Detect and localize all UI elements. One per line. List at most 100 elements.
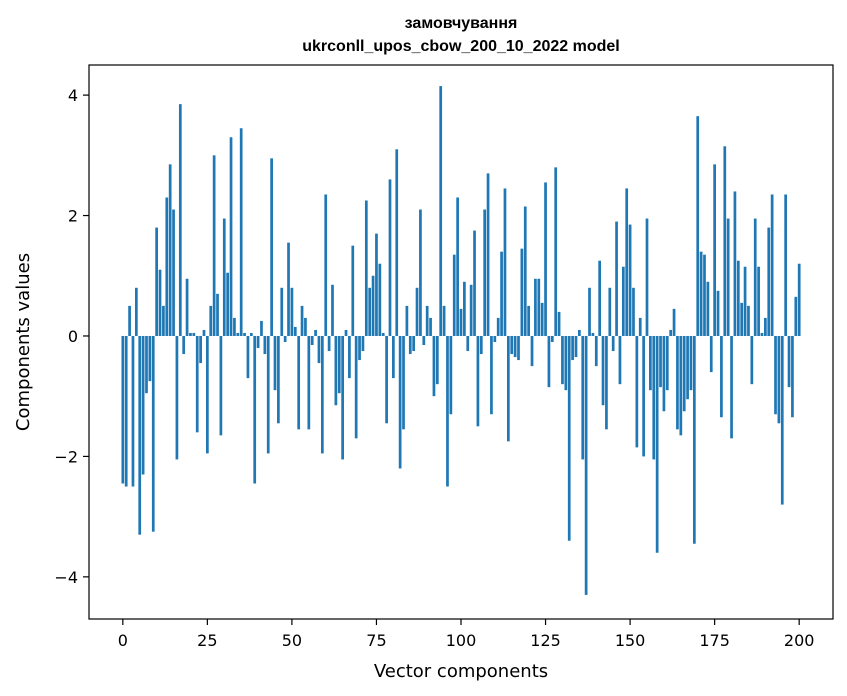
bar-26 — [209, 305, 213, 336]
bar-74 — [371, 275, 375, 336]
bar-110 — [493, 335, 497, 342]
bar-36 — [243, 332, 246, 336]
bar-124 — [540, 302, 544, 336]
bar-10 — [155, 227, 158, 336]
bar-147 — [618, 335, 622, 385]
bar-72 — [364, 200, 368, 336]
bar-131 — [564, 335, 568, 391]
bar-116 — [513, 335, 517, 358]
bar-101 — [463, 281, 466, 336]
bar-58 — [317, 335, 321, 364]
bar-95 — [442, 305, 446, 336]
bars-layer — [121, 86, 801, 595]
bar-11 — [158, 269, 162, 336]
bar-102 — [466, 335, 470, 352]
bar-43 — [266, 335, 270, 454]
bar-151 — [632, 287, 635, 336]
bar-181 — [733, 191, 737, 336]
x-tick-label-2: 50 — [282, 631, 302, 650]
x-tick-label-3: 75 — [366, 631, 386, 650]
bar-62 — [331, 284, 334, 336]
bar-121 — [530, 335, 534, 367]
bar-83 — [402, 335, 405, 430]
y-tick-label-0: 4 — [68, 86, 78, 105]
bar-49 — [287, 242, 290, 336]
bar-37 — [246, 335, 250, 379]
bar-148 — [621, 266, 625, 336]
bar-68 — [351, 245, 355, 336]
bar-108 — [486, 173, 490, 336]
y-tick-label-1: 2 — [68, 207, 78, 226]
bar-51 — [293, 326, 297, 336]
bar-135 — [578, 329, 581, 336]
bar-82 — [398, 335, 402, 469]
bar-197 — [787, 335, 791, 388]
bar-70 — [358, 335, 361, 361]
bar-30 — [222, 218, 226, 336]
bar-28 — [216, 293, 219, 336]
bar-44 — [270, 158, 273, 336]
bar-15 — [172, 209, 175, 336]
bar-111 — [496, 317, 500, 336]
bar-38 — [249, 332, 253, 336]
bar-93 — [435, 335, 439, 385]
bar-141 — [598, 260, 602, 336]
bar-134 — [574, 335, 578, 358]
bar-81 — [395, 149, 399, 336]
bar-200 — [797, 263, 801, 336]
bar-40 — [256, 335, 260, 349]
bar-133 — [571, 335, 574, 361]
bar-60 — [324, 194, 328, 336]
bar-187 — [753, 218, 757, 336]
bar-19 — [185, 278, 189, 336]
bar-64 — [337, 335, 341, 394]
bar-22 — [195, 335, 199, 433]
bar-125 — [544, 182, 547, 336]
bar-6 — [141, 335, 145, 475]
bar-143 — [605, 335, 608, 430]
bar-96 — [446, 335, 449, 487]
bar-193 — [774, 335, 777, 415]
bar-54 — [304, 317, 307, 336]
bar-107 — [483, 209, 487, 336]
bar-46 — [277, 335, 280, 424]
bar-118 — [520, 248, 524, 336]
bar-4 — [134, 287, 138, 336]
bar-160 — [662, 335, 666, 412]
bar-66 — [344, 329, 348, 336]
bar-158 — [655, 335, 659, 553]
bar-34 — [236, 332, 240, 336]
bar-113 — [503, 188, 507, 336]
bar-159 — [659, 335, 662, 388]
chart-title-line1: замовчування — [405, 15, 518, 32]
bar-136 — [581, 335, 585, 460]
bar-8 — [148, 335, 152, 382]
bar-127 — [550, 335, 554, 342]
bar-67 — [348, 335, 351, 379]
bar-73 — [368, 287, 372, 336]
bar-80 — [392, 335, 395, 379]
y-tick-label-3: −2 — [54, 447, 78, 466]
bar-179 — [726, 218, 730, 336]
bar-56 — [310, 335, 314, 346]
bar-172 — [703, 254, 706, 336]
bar-35 — [239, 128, 243, 336]
bar-177 — [720, 335, 723, 418]
bar-5 — [138, 335, 142, 535]
bar-170 — [696, 116, 700, 336]
bar-194 — [777, 335, 781, 424]
bar-87 — [415, 287, 419, 336]
bar-106 — [479, 335, 483, 355]
x-tick-label-6: 150 — [615, 631, 646, 650]
bar-55 — [307, 335, 311, 430]
bar-162 — [669, 329, 673, 336]
bar-191 — [767, 227, 771, 336]
bar-137 — [584, 335, 588, 595]
bar-171 — [699, 251, 703, 336]
bar-27 — [212, 155, 216, 336]
bar-47 — [280, 287, 284, 336]
bar-104 — [473, 230, 476, 336]
bar-31 — [226, 272, 230, 336]
